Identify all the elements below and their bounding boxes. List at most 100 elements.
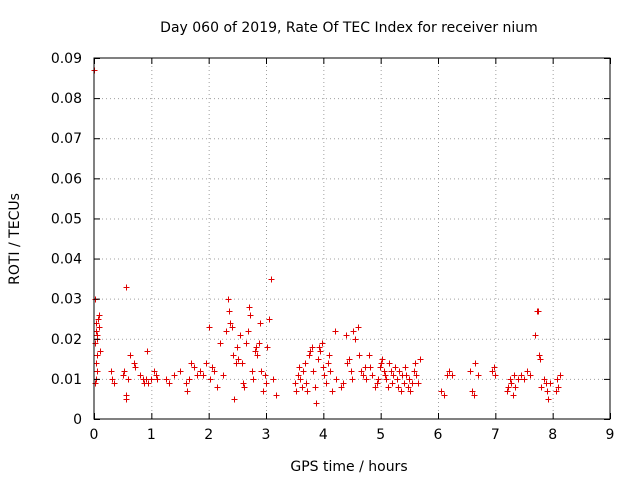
data-point: [247, 312, 254, 319]
y-tick-label: 0: [73, 412, 82, 428]
data-point: [505, 384, 512, 391]
y-tick-label: 0.04: [51, 252, 82, 268]
data-point: [438, 388, 445, 395]
data-point: [555, 384, 562, 391]
data-point: [316, 344, 323, 351]
data-point: [293, 388, 300, 395]
data-point: [203, 360, 210, 367]
data-point: [235, 356, 242, 363]
grid-lines: [94, 58, 610, 419]
data-point: [241, 384, 248, 391]
data-point: [211, 368, 218, 375]
x-tick-label: 7: [491, 427, 500, 443]
data-point: [295, 372, 302, 379]
data-point: [386, 360, 393, 367]
data-point: [338, 384, 345, 391]
data-point: [191, 364, 198, 371]
data-point: [243, 340, 250, 347]
data-point: [188, 360, 195, 367]
data-point: [417, 356, 424, 363]
y-tick-label: 0.02: [51, 332, 82, 348]
y-tick-label: 0.05: [51, 211, 82, 227]
data-point: [449, 372, 456, 379]
data-point: [396, 368, 403, 375]
data-point: [120, 372, 127, 379]
data-point: [197, 368, 204, 375]
data-point: [297, 376, 304, 383]
data-point: [377, 364, 384, 371]
data-point: [223, 328, 230, 335]
data-point: [363, 376, 370, 383]
data-point: [536, 352, 543, 359]
data-point: [524, 368, 531, 375]
data-point: [471, 392, 478, 399]
data-point: [207, 376, 214, 383]
data-point: [508, 380, 515, 387]
data-point: [151, 368, 158, 375]
data-point: [326, 352, 333, 359]
y-tick-label: 0.08: [51, 91, 82, 107]
data-point: [226, 308, 233, 315]
data-point: [209, 364, 216, 371]
data-point: [403, 372, 410, 379]
data-point: [545, 396, 552, 403]
data-point: [264, 344, 271, 351]
data-point: [109, 376, 116, 383]
data-point: [96, 312, 103, 319]
data-point: [325, 360, 332, 367]
data-point: [344, 360, 351, 367]
data-point: [108, 368, 115, 375]
data-point: [95, 316, 102, 323]
data-point: [217, 340, 224, 347]
data-point: [312, 384, 319, 391]
x-tick-labels: 0 1 2 3 4 5 6 7 8 9: [90, 427, 615, 443]
data-point: [475, 372, 482, 379]
data-point: [332, 328, 339, 335]
data-point: [343, 332, 350, 339]
data-point: [515, 376, 522, 383]
data-point: [467, 368, 474, 375]
x-tick-label: 3: [262, 427, 271, 443]
data-point: [321, 372, 328, 379]
data-point: [381, 368, 388, 375]
data-point: [375, 376, 382, 383]
data-point: [402, 364, 409, 371]
data-point: [406, 376, 413, 383]
data-point: [358, 368, 365, 375]
data-point: [374, 380, 381, 387]
data-point: [319, 340, 326, 347]
data-point: [171, 372, 178, 379]
data-point: [206, 324, 213, 331]
data-point: [254, 352, 261, 359]
data-point: [415, 380, 422, 387]
y-tick-labels: 0 0.01 0.02 0.03 0.04 0.05 0.06 0.07 0.08 0.09: [51, 51, 82, 428]
data-point: [510, 392, 517, 399]
data-point: [94, 368, 101, 375]
data-point: [413, 372, 420, 379]
data-point: [411, 368, 418, 375]
data-point: [234, 344, 241, 351]
y-tick-label: 0.06: [51, 171, 82, 187]
data-point: [349, 376, 356, 383]
x-tick-label: 6: [434, 427, 443, 443]
data-point: [270, 376, 277, 383]
data-point: [137, 372, 144, 379]
y-tick-label: 0.09: [51, 51, 82, 67]
data-point: [300, 368, 307, 375]
data-point: [121, 368, 128, 375]
data-point: [262, 372, 269, 379]
data-point: [521, 376, 528, 383]
data-point: [246, 304, 253, 311]
data-point: [249, 368, 256, 375]
data-point: [346, 356, 353, 363]
data-point: [240, 380, 247, 387]
data-point: [356, 352, 363, 359]
data-point: [96, 324, 103, 331]
data-point: [383, 376, 390, 383]
x-axis-label: GPS time / hours: [290, 459, 407, 475]
data-point: [233, 360, 240, 367]
data-point: [231, 396, 238, 403]
data-point: [304, 388, 311, 395]
data-point: [153, 372, 160, 379]
data-point: [367, 364, 374, 371]
